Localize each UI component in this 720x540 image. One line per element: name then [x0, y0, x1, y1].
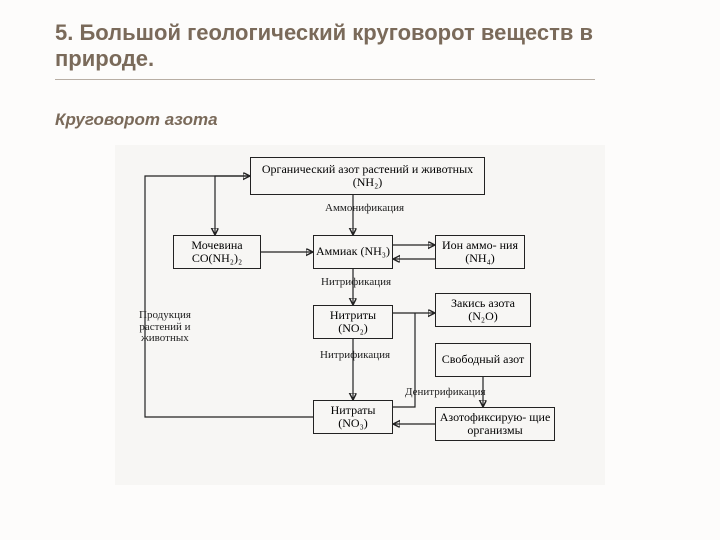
label-denitrif: Денитрификация [405, 387, 486, 399]
label-ammonif: Аммонификация [325, 203, 404, 215]
node-nitrite: Нитриты (NO₂) [313, 305, 393, 339]
label-nitrif2: Нитрификация [320, 350, 390, 362]
node-n2o: Закись азота (N₂O) [435, 293, 531, 327]
node-nitrate: Нитраты (NO₃) [313, 400, 393, 434]
edge-nitrate_left_up-organic_left [145, 176, 313, 417]
node-ammonia: Аммиак (NH₃) [313, 235, 393, 269]
nitrogen-cycle-diagram: Органический азот растений и животных (N… [115, 145, 605, 485]
node-urea: Мочевина CO(NH₂)₂ [173, 235, 261, 269]
node-ammonium: Ион аммо- ния (NH₄) [435, 235, 525, 269]
slide: { "title": "5. Большой геологический кру… [0, 0, 720, 540]
node-freen2: Свободный азот [435, 343, 531, 377]
node-organic: Органический азот растений и животных (N… [250, 157, 485, 195]
label-production: Продукциярастений иживотных [139, 310, 191, 345]
subtitle: Круговорот азота [55, 110, 218, 130]
label-nitrif1: Нитрификация [321, 277, 391, 289]
page-title: 5. Большой геологический круговорот веще… [55, 20, 595, 80]
node-fixers: Азотофиксирую- щие организмы [435, 407, 555, 441]
